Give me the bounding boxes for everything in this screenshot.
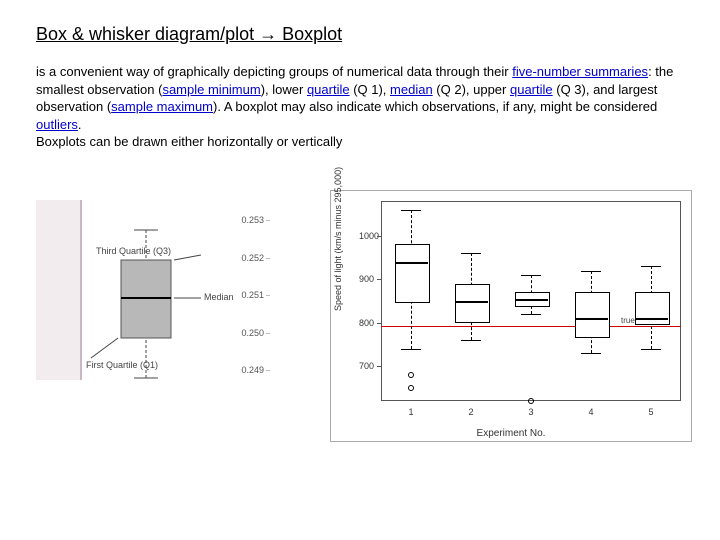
left-annotated-boxplot: Third Quartile (Q3) Median First Quartil… — [36, 200, 266, 400]
left-ytick: 0.251 — [241, 290, 264, 300]
left-ytick: 0.249 — [241, 365, 264, 375]
right-xtick: 1 — [408, 407, 413, 417]
right-experiments-boxplot: Speed of light (km/s minus 295,000) Expe… — [330, 190, 692, 442]
right-xtick: 4 — [588, 407, 593, 417]
boxplot-box — [395, 244, 430, 303]
right-xtick: 2 — [468, 407, 473, 417]
outlier-point — [408, 372, 414, 378]
outlier-point — [408, 385, 414, 391]
para-lead: is a convenient way of graphically depic… — [36, 64, 512, 79]
outlier-point — [528, 398, 534, 404]
left-ytick: 0.252 — [241, 253, 264, 263]
left-ytick: 0.250 — [241, 328, 264, 338]
link-median[interactable]: median — [390, 82, 433, 97]
link-sample-minimum[interactable]: sample minimum — [162, 82, 260, 97]
boxplot-box — [575, 292, 610, 337]
right-ytick: 700 — [359, 361, 374, 371]
link-outliers[interactable]: outliers — [36, 117, 78, 132]
annotation-median: Median — [204, 292, 234, 302]
left-ytick: 0.253 — [241, 215, 264, 225]
link-sample-maximum[interactable]: sample maximum — [111, 99, 213, 114]
para-mid2: ), lower — [261, 82, 307, 97]
para-mid6: ). A boxplot may also indicate which obs… — [213, 99, 657, 114]
link-five-number-summaries[interactable]: five-number summaries — [512, 64, 648, 79]
description-paragraph: is a convenient way of graphically depic… — [36, 63, 684, 151]
para-mid4: (Q 2), upper — [433, 82, 510, 97]
right-ylabel: Speed of light (km/s minus 295,000) — [333, 167, 343, 311]
link-quartile-lower[interactable]: quartile — [307, 82, 350, 97]
para-end: . Boxplots can be drawn either horizonta… — [36, 117, 342, 150]
charts-region: Third Quartile (Q3) Median First Quartil… — [0, 190, 720, 510]
annotation-first-quartile: First Quartile (Q1) — [86, 360, 158, 370]
true-speed-refline — [381, 326, 681, 327]
right-xtick: 3 — [528, 407, 533, 417]
right-xlabel: Experiment No. — [331, 428, 691, 439]
annotation-third-quartile: Third Quartile (Q3) — [96, 246, 171, 256]
para-mid3: (Q 1), — [350, 82, 390, 97]
right-xtick: 5 — [648, 407, 653, 417]
page-title: Box & whisker diagram/plot → Boxplot — [36, 24, 684, 45]
boxplot-box — [455, 284, 490, 323]
link-quartile-upper[interactable]: quartile — [510, 82, 553, 97]
right-ytick: 800 — [359, 318, 374, 328]
right-ytick: 900 — [359, 274, 374, 284]
